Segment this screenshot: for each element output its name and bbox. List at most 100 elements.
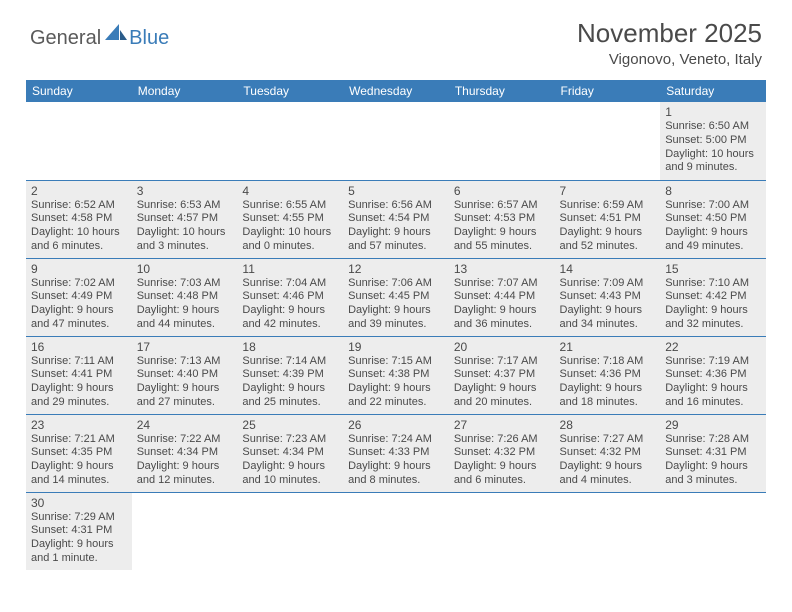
day-info-line: Daylight: 9 hours	[31, 538, 127, 552]
calendar-cell	[26, 102, 132, 180]
day-info-line: Sunrise: 7:14 AM	[242, 355, 338, 369]
calendar-cell: 23Sunrise: 7:21 AMSunset: 4:35 PMDayligh…	[26, 414, 132, 492]
day-info-line: and 39 minutes.	[348, 318, 444, 332]
day-info-line: and 49 minutes.	[665, 240, 761, 254]
calendar-cell: 18Sunrise: 7:14 AMSunset: 4:39 PMDayligh…	[237, 336, 343, 414]
day-info-line: Daylight: 9 hours	[665, 304, 761, 318]
title-block: November 2025 Vigonovo, Veneto, Italy	[577, 18, 762, 68]
day-number: 2	[31, 184, 127, 198]
dayhead-fri: Friday	[555, 80, 661, 102]
day-info-line: Sunrise: 7:21 AM	[31, 433, 127, 447]
day-number: 6	[454, 184, 550, 198]
day-info-line: Sunrise: 7:02 AM	[31, 277, 127, 291]
day-info-line: Sunset: 4:42 PM	[665, 290, 761, 304]
day-info-line: Sunrise: 7:22 AM	[137, 433, 233, 447]
day-info-line: and 57 minutes.	[348, 240, 444, 254]
day-info-line: Daylight: 9 hours	[137, 382, 233, 396]
calendar-cell	[449, 492, 555, 570]
day-info-line: Sunrise: 6:52 AM	[31, 199, 127, 213]
day-number: 13	[454, 262, 550, 276]
day-info-line: and 20 minutes.	[454, 396, 550, 410]
day-info-line: Daylight: 10 hours	[665, 148, 761, 162]
day-info-line: Sunset: 4:31 PM	[31, 524, 127, 538]
day-info-line: Daylight: 9 hours	[242, 382, 338, 396]
day-info-line: and 55 minutes.	[454, 240, 550, 254]
day-info-line: Sunset: 4:54 PM	[348, 212, 444, 226]
day-number: 5	[348, 184, 444, 198]
calendar-cell	[449, 102, 555, 180]
day-number: 20	[454, 340, 550, 354]
day-number: 15	[665, 262, 761, 276]
calendar-row: 16Sunrise: 7:11 AMSunset: 4:41 PMDayligh…	[26, 336, 766, 414]
location-subtitle: Vigonovo, Veneto, Italy	[577, 51, 762, 68]
dayhead-sun: Sunday	[26, 80, 132, 102]
calendar-cell	[555, 492, 661, 570]
day-number: 8	[665, 184, 761, 198]
day-info-line: and 0 minutes.	[242, 240, 338, 254]
day-info-line: Sunset: 4:38 PM	[348, 368, 444, 382]
day-info-line: Sunrise: 7:04 AM	[242, 277, 338, 291]
calendar-cell: 28Sunrise: 7:27 AMSunset: 4:32 PMDayligh…	[555, 414, 661, 492]
day-info-line: Sunset: 4:36 PM	[560, 368, 656, 382]
day-info-line: Sunrise: 7:11 AM	[31, 355, 127, 369]
calendar-row: 9Sunrise: 7:02 AMSunset: 4:49 PMDaylight…	[26, 258, 766, 336]
day-number: 29	[665, 418, 761, 432]
calendar-cell: 8Sunrise: 7:00 AMSunset: 4:50 PMDaylight…	[660, 180, 766, 258]
day-number: 22	[665, 340, 761, 354]
calendar-cell: 2Sunrise: 6:52 AMSunset: 4:58 PMDaylight…	[26, 180, 132, 258]
calendar-table: Sunday Monday Tuesday Wednesday Thursday…	[26, 80, 766, 570]
day-info-line: and 25 minutes.	[242, 396, 338, 410]
calendar-cell: 21Sunrise: 7:18 AMSunset: 4:36 PMDayligh…	[555, 336, 661, 414]
day-info-line: Sunrise: 7:06 AM	[348, 277, 444, 291]
day-number: 25	[242, 418, 338, 432]
calendar-cell: 6Sunrise: 6:57 AMSunset: 4:53 PMDaylight…	[449, 180, 555, 258]
calendar-cell: 19Sunrise: 7:15 AMSunset: 4:38 PMDayligh…	[343, 336, 449, 414]
day-number: 14	[560, 262, 656, 276]
day-info-line: Sunrise: 7:07 AM	[454, 277, 550, 291]
calendar-cell: 7Sunrise: 6:59 AMSunset: 4:51 PMDaylight…	[555, 180, 661, 258]
logo: General Blue	[30, 18, 169, 53]
day-info-line: and 44 minutes.	[137, 318, 233, 332]
calendar-cell: 14Sunrise: 7:09 AMSunset: 4:43 PMDayligh…	[555, 258, 661, 336]
day-info-line: Sunset: 4:34 PM	[242, 446, 338, 460]
day-info-line: Sunrise: 7:26 AM	[454, 433, 550, 447]
day-info-line: Daylight: 10 hours	[31, 226, 127, 240]
day-info-line: Sunrise: 6:55 AM	[242, 199, 338, 213]
day-number: 7	[560, 184, 656, 198]
day-info-line: Sunset: 4:53 PM	[454, 212, 550, 226]
day-info-line: Daylight: 9 hours	[454, 460, 550, 474]
day-number: 9	[31, 262, 127, 276]
day-info-line: Sunset: 4:55 PM	[242, 212, 338, 226]
day-info-line: and 8 minutes.	[348, 474, 444, 488]
day-info-line: Sunset: 4:44 PM	[454, 290, 550, 304]
calendar-cell: 17Sunrise: 7:13 AMSunset: 4:40 PMDayligh…	[132, 336, 238, 414]
dayhead-thu: Thursday	[449, 80, 555, 102]
day-number: 26	[348, 418, 444, 432]
day-info-line: and 3 minutes.	[137, 240, 233, 254]
dayhead-wed: Wednesday	[343, 80, 449, 102]
day-info-line: Sunrise: 7:18 AM	[560, 355, 656, 369]
calendar-cell: 13Sunrise: 7:07 AMSunset: 4:44 PMDayligh…	[449, 258, 555, 336]
calendar-cell	[132, 102, 238, 180]
day-info-line: Daylight: 9 hours	[454, 382, 550, 396]
day-info-line: Sunrise: 7:17 AM	[454, 355, 550, 369]
day-info-line: Daylight: 9 hours	[665, 226, 761, 240]
day-info-line: Daylight: 9 hours	[560, 382, 656, 396]
day-info-line: Daylight: 9 hours	[242, 304, 338, 318]
day-info-line: Sunset: 4:51 PM	[560, 212, 656, 226]
calendar-cell	[343, 492, 449, 570]
calendar-cell: 11Sunrise: 7:04 AMSunset: 4:46 PMDayligh…	[237, 258, 343, 336]
dayhead-tue: Tuesday	[237, 80, 343, 102]
calendar-cell: 20Sunrise: 7:17 AMSunset: 4:37 PMDayligh…	[449, 336, 555, 414]
day-info-line: and 18 minutes.	[560, 396, 656, 410]
day-info-line: and 9 minutes.	[665, 161, 761, 175]
day-number: 12	[348, 262, 444, 276]
day-number: 10	[137, 262, 233, 276]
day-info-line: Sunrise: 6:53 AM	[137, 199, 233, 213]
day-info-line: and 4 minutes.	[560, 474, 656, 488]
day-info-line: and 32 minutes.	[665, 318, 761, 332]
day-info-line: Daylight: 9 hours	[665, 460, 761, 474]
day-info-line: Sunset: 5:00 PM	[665, 134, 761, 148]
calendar-cell: 9Sunrise: 7:02 AMSunset: 4:49 PMDaylight…	[26, 258, 132, 336]
day-info-line: Daylight: 9 hours	[242, 460, 338, 474]
